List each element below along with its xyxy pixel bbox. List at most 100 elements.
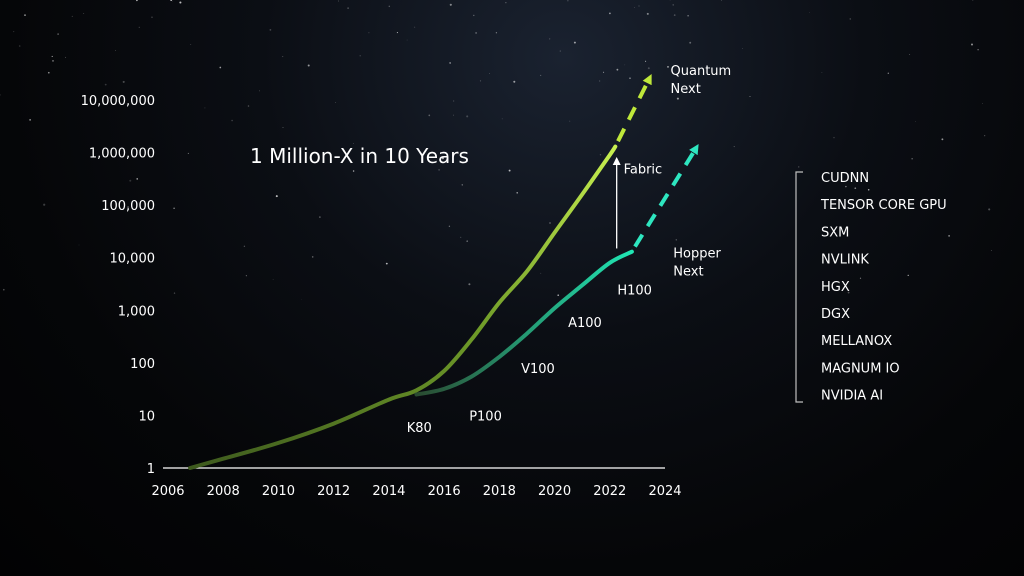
star (338, 0, 339, 2)
star (867, 188, 870, 191)
star (569, 120, 571, 122)
star (259, 90, 260, 92)
star (809, 11, 810, 13)
star (352, 143, 354, 144)
star (347, 7, 349, 9)
stack-list-item: NVIDIA AI (821, 389, 883, 404)
gpu-label-v100: V100 (521, 362, 555, 377)
annotations: Quantum Next Hopper Next Fabric (624, 64, 732, 280)
star (849, 18, 851, 20)
star (667, 66, 669, 68)
star (616, 68, 619, 71)
star (909, 54, 911, 55)
star (441, 157, 444, 160)
star (115, 50, 116, 51)
star (489, 73, 490, 74)
star (675, 239, 677, 241)
star (508, 169, 511, 172)
star (301, 298, 302, 300)
star (540, 74, 542, 76)
star (219, 66, 222, 69)
star (990, 250, 992, 251)
star (854, 187, 857, 190)
stack-list-item: CUDNN (821, 171, 869, 186)
y-tick-label: 1,000 (118, 304, 155, 319)
star (624, 64, 626, 66)
star (413, 26, 416, 28)
star (151, 16, 153, 18)
star (972, 0, 974, 1)
star (647, 67, 650, 70)
star (65, 56, 67, 58)
point-labels: K80 P100 V100 A100 H100 (407, 283, 652, 436)
star (448, 225, 451, 227)
star (282, 126, 284, 128)
star (3, 288, 5, 291)
star (603, 71, 605, 73)
x-tick-label: 2008 (207, 484, 240, 499)
star (78, 244, 80, 246)
star (385, 262, 388, 265)
star (71, 15, 73, 17)
star (513, 80, 516, 83)
star (473, 14, 475, 17)
star (136, 178, 138, 180)
x-tick-label: 2016 (428, 484, 461, 499)
star (453, 114, 455, 116)
star (907, 274, 909, 277)
star (428, 114, 431, 117)
star (83, 13, 85, 14)
star (540, 272, 542, 274)
star (638, 5, 640, 7)
stack-list-item: DGX (821, 307, 850, 322)
star (982, 103, 983, 104)
star (821, 72, 823, 73)
star (247, 105, 250, 107)
star (549, 38, 551, 40)
star (599, 80, 601, 82)
star (516, 192, 518, 194)
star (559, 50, 561, 52)
star-field (0, 0, 992, 300)
stack-list-item: MAGNUM IO (821, 361, 900, 376)
y-tick-label: 1,000,000 (89, 147, 155, 162)
star (359, 55, 361, 57)
star (741, 48, 743, 49)
star (449, 3, 452, 6)
x-axis-ticks: 2006 2008 2010 2012 2014 2016 2018 2020 2022 2024 (151, 484, 681, 499)
star (173, 292, 176, 294)
star (243, 245, 246, 247)
star (187, 152, 189, 154)
star (204, 107, 206, 109)
star (501, 118, 503, 120)
star (859, 277, 862, 279)
stack-list-item: TENSOR CORE GPU (820, 198, 947, 213)
star (948, 235, 950, 237)
star (911, 158, 913, 160)
y-tick-label: 10 (138, 409, 155, 424)
star (104, 83, 107, 86)
star (129, 179, 132, 182)
star (673, 14, 676, 16)
y-tick-label: 100 (130, 357, 155, 372)
star (307, 64, 310, 67)
star (190, 44, 192, 45)
y-tick-label: 10,000 (110, 252, 156, 267)
star (352, 170, 355, 172)
stack-list-item: MELLANOX (821, 334, 892, 349)
x-tick-label: 2014 (372, 484, 405, 499)
star (179, 1, 182, 4)
star (311, 256, 314, 258)
gpu-label-p100: P100 (469, 409, 502, 424)
star (24, 14, 26, 16)
star (970, 43, 974, 46)
series-upper-extension (616, 74, 652, 143)
star (505, 2, 507, 4)
star (47, 71, 50, 74)
star (453, 100, 455, 102)
y-tick-label: 10,000,000 (81, 94, 155, 109)
star (460, 236, 462, 239)
y-axis-ticks: 1 10 100 1,000 10,000 100,000 1,000,000 10,000,… (81, 94, 155, 477)
series-lower-line (414, 249, 634, 397)
star (567, 0, 569, 2)
